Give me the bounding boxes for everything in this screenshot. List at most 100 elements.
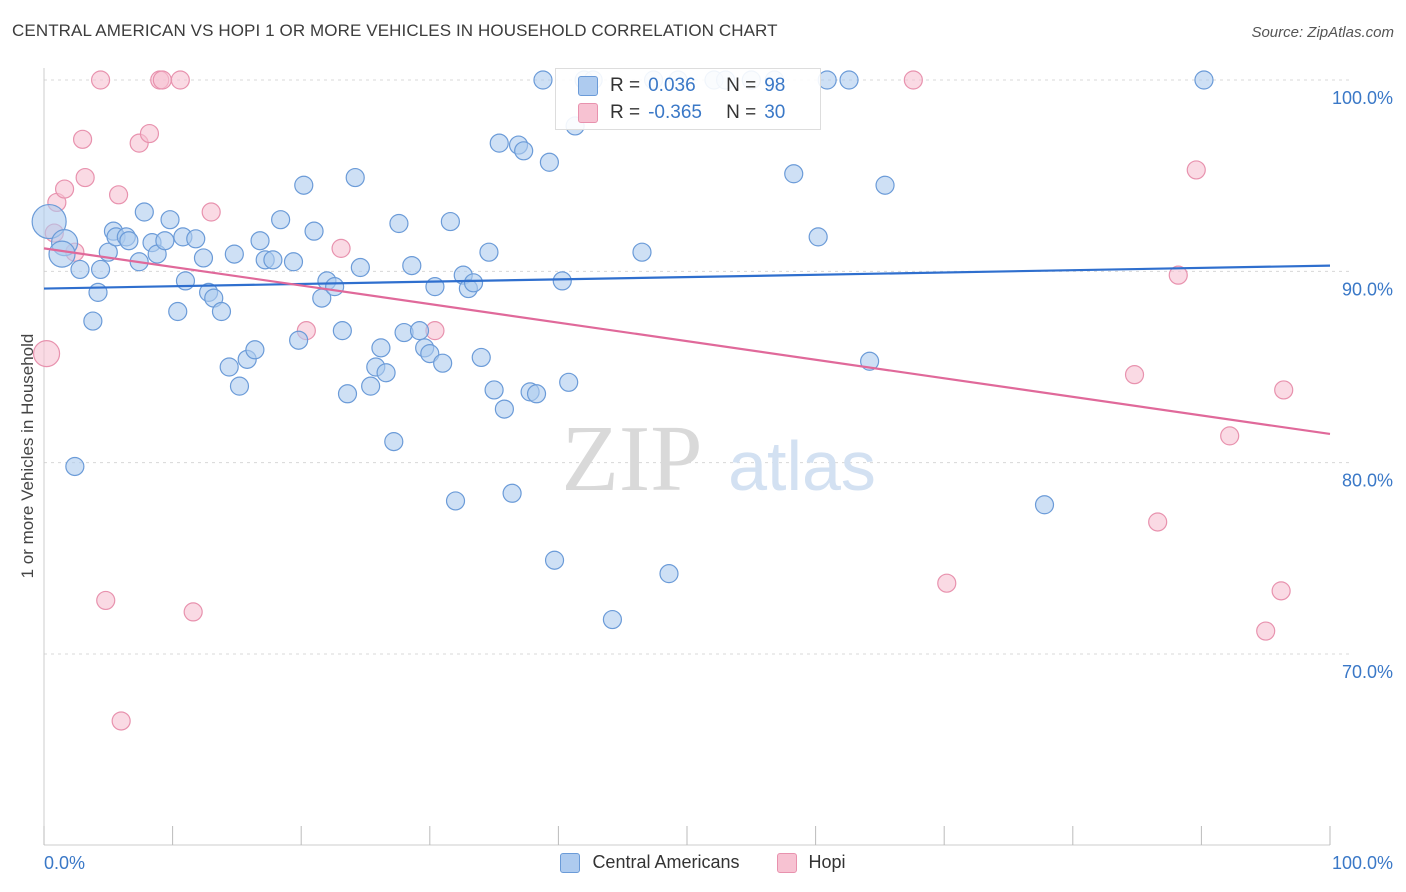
n-value: 30: [764, 102, 786, 123]
central-americans-point: [539, 152, 559, 172]
x-axis: [43, 68, 1331, 846]
legend-item-hopi[interactable]: Hopi: [776, 852, 846, 873]
central-americans-point: [632, 242, 652, 262]
y-tick-label: 70.0%: [1342, 662, 1393, 682]
grid-lines: [44, 79, 1352, 655]
central-americans-point: [304, 221, 324, 241]
central-americans-point: [271, 210, 291, 230]
central-americans-point: [325, 277, 345, 297]
central-americans-point: [784, 164, 804, 184]
central-americans-point: [440, 211, 460, 232]
central-americans-point: [90, 259, 111, 280]
legend-item-central-americans[interactable]: Central Americans: [560, 852, 740, 873]
central-americans-point: [494, 399, 514, 419]
central-americans-point: [345, 167, 365, 188]
central-americans-point: [433, 353, 453, 373]
central-americans-point: [484, 380, 504, 400]
central-americans-point: [875, 175, 895, 195]
central-americans-point: [31, 203, 67, 240]
hopi-swatch: [578, 103, 598, 123]
central-americans-point: [229, 376, 250, 396]
central-americans-point: [119, 231, 139, 251]
hopi-swatch: [776, 852, 797, 873]
central-americans-point: [839, 70, 859, 90]
central-americans-point: [409, 321, 430, 341]
central-americans-point: [463, 273, 484, 293]
watermark-zip: ZIP: [562, 407, 703, 511]
central-americans-point: [489, 133, 509, 153]
central-americans-point: [250, 231, 270, 251]
hopi-point: [183, 602, 203, 622]
central-americans-point: [134, 202, 154, 222]
central-americans-point: [425, 277, 445, 297]
central-americans-point: [602, 609, 623, 630]
central-americans-point: [245, 340, 265, 360]
central-americans-point: [70, 259, 90, 280]
hopi-point: [139, 123, 160, 144]
central-americans-point: [224, 244, 244, 264]
central-americans-point: [808, 227, 828, 247]
central-americans-point: [659, 564, 679, 584]
central-americans-point: [193, 248, 214, 268]
data-points: [31, 70, 1294, 731]
chart-title: CENTRAL AMERICAN VS HOPI 1 OR MORE VEHIC…: [12, 21, 778, 40]
central-americans-point: [283, 252, 304, 272]
central-americans-point: [219, 357, 239, 377]
stats-row-hopi: R = -0.365 N = 30: [578, 100, 785, 126]
r-label: R =: [610, 102, 641, 123]
r-label: R =: [610, 75, 641, 96]
y-tick-label: 100.0%: [1332, 88, 1393, 108]
hopi-point: [32, 340, 61, 368]
central-americans-point: [48, 240, 76, 268]
central-americans-point: [479, 242, 499, 262]
tick-labels: 70.0% 80.0% 90.0% 100.0% 0.0% 100.0%: [44, 88, 1393, 873]
central-americans-point: [471, 347, 491, 368]
x-tick-label: 0.0%: [44, 853, 85, 873]
source-label: Source: ZipAtlas.com: [1251, 24, 1394, 41]
hopi-point: [170, 70, 190, 90]
central-americans-swatch: [578, 76, 598, 96]
central-americans-point: [514, 141, 534, 161]
hopi-point: [152, 70, 172, 90]
stats-legend: R = 0.036 N = 98 R = -0.365 N = 30: [555, 68, 821, 130]
central-americans-point: [1034, 495, 1055, 515]
hopi-point: [111, 711, 131, 731]
hopi-point: [1271, 581, 1291, 601]
central-americans-point: [384, 432, 404, 452]
central-americans-point: [371, 338, 391, 358]
central-americans-point: [263, 250, 283, 270]
central-americans-point: [1194, 70, 1214, 90]
central-americans-point: [361, 376, 381, 396]
central-americans-point: [533, 70, 553, 90]
n-label: N =: [726, 75, 757, 96]
hopi-point: [1220, 426, 1240, 446]
hopi-point: [96, 590, 116, 611]
central-americans-point: [155, 231, 175, 251]
central-americans-point: [402, 255, 422, 276]
hopi-point: [1256, 621, 1276, 641]
hopi-point: [1274, 380, 1294, 400]
central-americans-swatch: [560, 852, 581, 873]
central-americans-trend-line: [43, 264, 1331, 290]
watermark-atlas: atlas: [728, 427, 876, 505]
y-tick-label: 80.0%: [1342, 471, 1393, 491]
central-americans-point: [544, 550, 565, 570]
central-americans-point: [83, 311, 103, 331]
hopi-point: [75, 167, 95, 188]
hopi-point: [54, 179, 75, 199]
hopi-point: [108, 185, 129, 205]
hopi-point: [201, 202, 221, 222]
n-label: N =: [726, 102, 757, 123]
hopi-point: [331, 238, 351, 258]
central-americans-point: [350, 257, 370, 278]
n-value: 98: [764, 75, 786, 96]
hopi-point: [1148, 512, 1168, 532]
hopi-point: [1186, 160, 1206, 180]
central-americans-point: [186, 229, 206, 249]
stats-row-central-americans: R = 0.036 N = 98: [578, 73, 785, 99]
central-americans-point: [211, 301, 232, 322]
hopi-point: [1124, 365, 1145, 385]
hopi-point: [1168, 265, 1188, 285]
r-value: 0.036: [648, 75, 696, 96]
